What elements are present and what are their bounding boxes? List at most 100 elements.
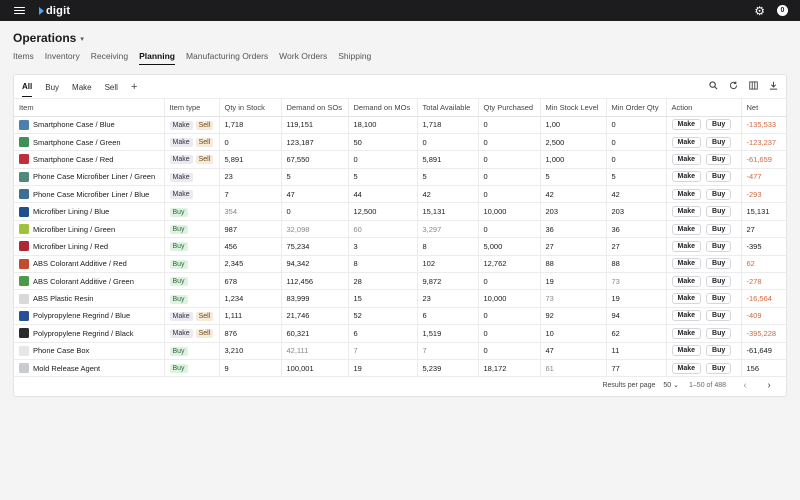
column-header[interactable]: Qty Purchased <box>478 99 541 117</box>
table-row[interactable]: Phone Case Microfiber Liner / Green Make 2… <box>14 168 786 187</box>
net-cell: -293 <box>741 185 786 204</box>
table-row[interactable]: Mold Release Agent Buy 9 100,001 19 5,239 18,1… <box>14 359 786 378</box>
table-row[interactable]: Microfiber Lining / Green Buy 987 32,098 60 3… <box>14 220 786 239</box>
view-tab-sell[interactable]: Sell <box>104 82 118 92</box>
item-cell[interactable]: Smartphone Case / Blue <box>14 116 165 134</box>
logo[interactable]: digit <box>39 5 70 17</box>
table-row[interactable]: Microfiber Lining / Blue Buy 354 0 12,500 15,… <box>14 202 786 221</box>
buy-button[interactable]: Buy <box>706 223 732 235</box>
table-row[interactable]: Polypropylene Regrind / Blue Make Sell 1,11… <box>14 307 786 326</box>
item-cell[interactable]: Microfiber Lining / Green <box>14 220 165 239</box>
tab-inventory[interactable]: Inventory <box>44 51 80 61</box>
make-button[interactable]: Make <box>671 240 702 252</box>
table-row[interactable]: Phone Case Box Buy 3,210 42,111 7 7 0 47 11 Make B… <box>14 342 786 360</box>
view-tab-buy[interactable]: Buy <box>45 82 60 92</box>
make-button[interactable]: Make <box>671 206 702 218</box>
buy-button[interactable]: Buy <box>706 188 732 200</box>
item-cell[interactable]: Microfiber Lining / Blue <box>14 202 165 221</box>
tab-manufacturing-orders[interactable]: Manufacturing Orders <box>185 51 269 61</box>
buy-button[interactable]: Buy <box>706 327 732 339</box>
make-button[interactable]: Make <box>671 327 702 339</box>
table-row[interactable]: Smartphone Case / Green Make Sell 0 123,187 5… <box>14 133 786 152</box>
tab-receiving[interactable]: Receiving <box>90 51 129 61</box>
column-header[interactable]: Total Available <box>417 99 479 117</box>
table-row[interactable]: Smartphone Case / Red Make Sell 5,891 67,550… <box>14 150 786 169</box>
tab-items[interactable]: Items <box>13 51 34 61</box>
column-header[interactable]: Action <box>666 99 742 117</box>
table-row[interactable]: ABS Colorant Additive / Green Buy 678 112,4… <box>14 272 786 291</box>
table-row[interactable]: Phone Case Microfiber Liner / Blue Make 7 4… <box>14 185 786 204</box>
make-button[interactable]: Make <box>671 188 702 200</box>
chevron-left-icon[interactable]: ‹ <box>743 379 747 391</box>
buy-button[interactable]: Buy <box>706 171 732 183</box>
buy-button[interactable]: Buy <box>706 258 732 270</box>
column-header[interactable]: Min Stock Level <box>540 99 607 117</box>
buy-button[interactable]: Buy <box>706 136 732 148</box>
item-cell[interactable]: ABS Colorant Additive / Green <box>14 272 165 291</box>
menu-icon[interactable] <box>14 6 25 15</box>
make-button[interactable]: Make <box>671 136 702 148</box>
avatar[interactable]: 0 <box>777 5 788 16</box>
column-header[interactable]: Net <box>741 99 786 117</box>
tab-planning[interactable]: Planning <box>139 51 175 65</box>
table-row[interactable]: Polypropylene Regrind / Black Make Sell 876… <box>14 324 786 343</box>
gear-icon[interactable]: ⚙ <box>754 3 765 18</box>
column-header[interactable]: Min Order Qty <box>606 99 667 117</box>
make-button[interactable]: Make <box>671 258 702 270</box>
make-button[interactable]: Make <box>671 119 702 131</box>
search-icon[interactable] <box>708 81 718 92</box>
make-button[interactable]: Make <box>671 275 702 287</box>
per-page-select[interactable]: 50 ⌄ <box>661 381 681 389</box>
view-tab-all[interactable]: All <box>22 76 33 97</box>
item-cell[interactable]: Polypropylene Regrind / Blue <box>14 307 165 326</box>
buy-button[interactable]: Buy <box>706 293 732 305</box>
buy-button[interactable]: Buy <box>706 345 732 357</box>
mo-cell: 44 <box>348 185 418 204</box>
tab-shipping[interactable]: Shipping <box>338 51 372 61</box>
item-cell[interactable]: ABS Plastic Resin <box>14 289 165 308</box>
plus-icon[interactable]: + <box>130 80 138 93</box>
net-cell: -409 <box>741 307 786 326</box>
make-button[interactable]: Make <box>671 153 702 165</box>
view-tab-make[interactable]: Make <box>72 82 92 92</box>
make-button[interactable]: Make <box>671 223 702 235</box>
make-button[interactable]: Make <box>671 293 702 305</box>
column-header[interactable]: Demand on SOs <box>281 99 349 117</box>
buy-button[interactable]: Buy <box>706 119 732 131</box>
item-cell[interactable]: Microfiber Lining / Red <box>14 237 165 256</box>
item-cell[interactable]: Smartphone Case / Red <box>14 150 165 169</box>
chevron-right-icon[interactable]: › <box>767 379 771 391</box>
buy-button[interactable]: Buy <box>706 240 732 252</box>
net-cell: -395 <box>741 237 786 256</box>
item-cell[interactable]: Phone Case Microfiber Liner / Blue <box>14 185 165 204</box>
column-header[interactable]: Item type <box>164 99 220 117</box>
qty-cell: 9 <box>219 359 282 378</box>
item-cell[interactable]: ABS Colorant Additive / Red <box>14 255 165 274</box>
item-cell[interactable]: Phone Case Box <box>14 342 165 360</box>
table-row[interactable]: ABS Plastic Resin Buy 1,234 83,999 15 23 10,00… <box>14 289 786 308</box>
make-button[interactable]: Make <box>671 345 702 357</box>
buy-button[interactable]: Buy <box>706 362 732 374</box>
column-header[interactable]: Item <box>14 99 165 117</box>
download-icon[interactable] <box>768 81 778 92</box>
buy-button[interactable]: Buy <box>706 310 732 322</box>
refresh-icon[interactable] <box>728 81 738 92</box>
table-row[interactable]: Smartphone Case / Blue Make Sell 1,718 119,1… <box>14 116 786 134</box>
item-cell[interactable]: Mold Release Agent <box>14 359 165 378</box>
tab-work-orders[interactable]: Work Orders <box>279 51 328 61</box>
make-button[interactable]: Make <box>671 362 702 374</box>
table-row[interactable]: ABS Colorant Additive / Red Buy 2,345 94,34… <box>14 255 786 274</box>
make-button[interactable]: Make <box>671 171 702 183</box>
item-cell[interactable]: Polypropylene Regrind / Black <box>14 324 165 343</box>
buy-button[interactable]: Buy <box>706 275 732 287</box>
columns-icon[interactable] <box>748 81 758 92</box>
item-cell[interactable]: Smartphone Case / Green <box>14 133 165 152</box>
buy-button[interactable]: Buy <box>706 206 732 218</box>
make-button[interactable]: Make <box>671 310 702 322</box>
item-cell[interactable]: Phone Case Microfiber Liner / Green <box>14 168 165 187</box>
column-header[interactable]: Demand on MOs <box>348 99 418 117</box>
buy-button[interactable]: Buy <box>706 153 732 165</box>
column-header[interactable]: Qty in Stock <box>219 99 282 117</box>
table-row[interactable]: Microfiber Lining / Red Buy 456 75,234 3 8 5,0… <box>14 237 786 256</box>
chevron-down-icon[interactable]: ▾ <box>80 36 84 43</box>
